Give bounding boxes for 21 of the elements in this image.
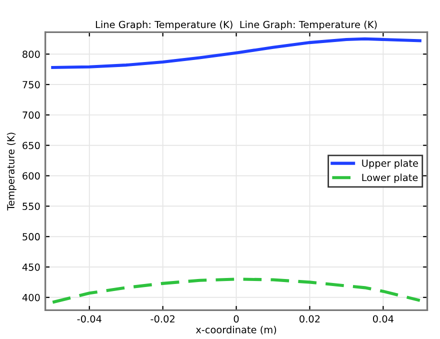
- y-tick-label: 650: [22, 142, 40, 150]
- x-tick-label: -0.02: [150, 315, 174, 323]
- y-tick-label: 450: [22, 263, 40, 271]
- y-tick-label: 400: [22, 294, 40, 302]
- line-series: [51, 37, 422, 70]
- x-tick-label: 0: [234, 315, 239, 323]
- y-tick-label: 700: [22, 111, 40, 119]
- x-axis-title: x-coordinate (m): [196, 326, 276, 335]
- y-tick-label: 750: [22, 80, 40, 88]
- y-tick-label: 550: [22, 202, 40, 210]
- line-series: [51, 278, 422, 304]
- y-axis-title: Temperature (K): [6, 132, 16, 211]
- x-tick-label: -0.04: [77, 315, 102, 323]
- x-tick-label: 0.04: [372, 315, 394, 323]
- chart-title: Line Graph: Temperature (K) Line Graph: Temperature (K): [96, 20, 377, 30]
- legend-label: Lower plate: [362, 174, 418, 184]
- x-tick-label: 0.02: [300, 315, 320, 323]
- y-tick-label: 500: [22, 233, 40, 240]
- legend-label: Upper plate: [362, 159, 418, 169]
- y-tick-label: 800: [22, 50, 40, 58]
- y-tick-label: 600: [22, 172, 40, 180]
